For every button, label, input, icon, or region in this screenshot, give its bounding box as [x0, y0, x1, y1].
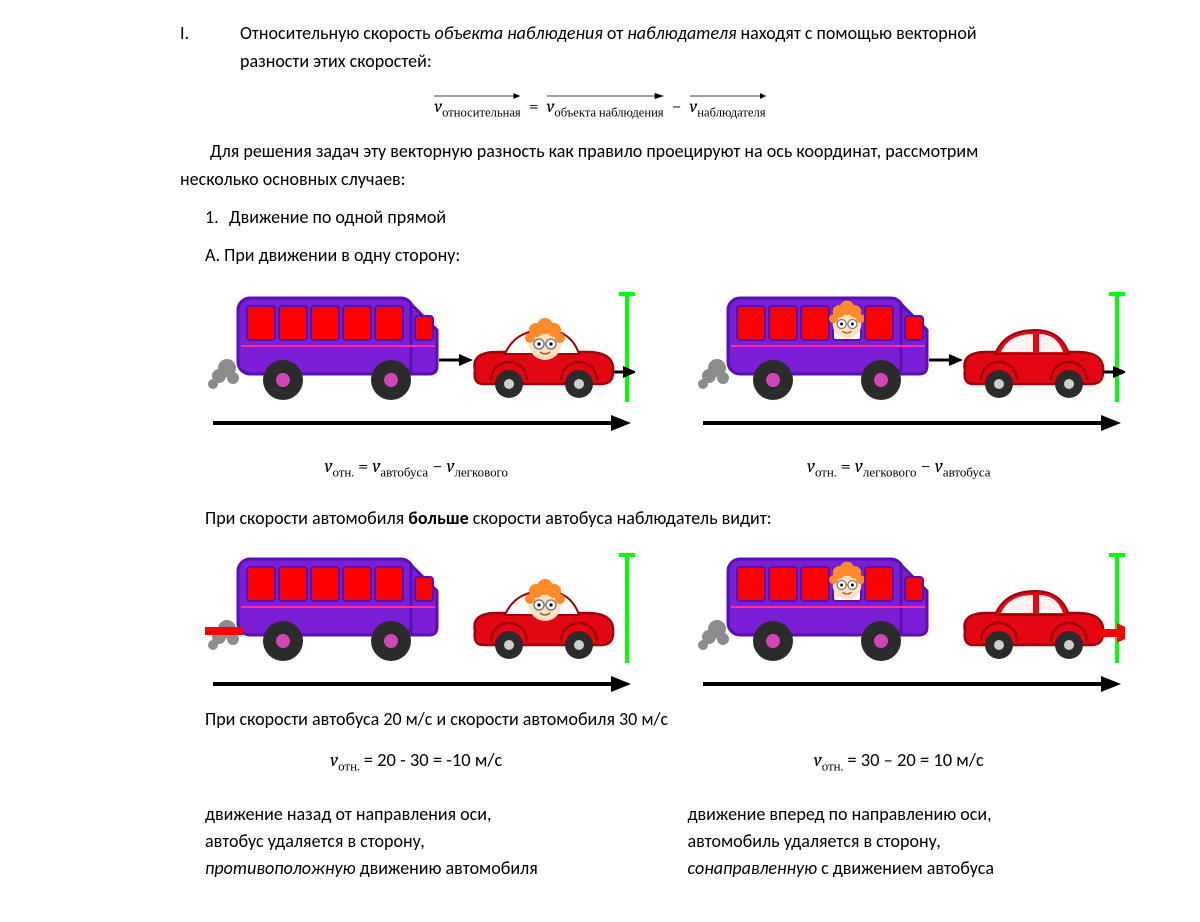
vec-object: vобъекта наблюдения: [547, 90, 664, 121]
axis-arrow-icon: [213, 676, 631, 692]
vec-observer: vнаблюдателя: [690, 90, 766, 121]
eq: =: [841, 455, 855, 477]
formula-var: v: [855, 455, 863, 477]
formula-rhs1-sub: объекта наблюдения: [554, 106, 663, 120]
sub: легкового: [863, 466, 917, 481]
sub: отн.: [822, 760, 844, 775]
explanation-left: движение назад от направления оси, автоб…: [205, 801, 628, 882]
sub: легкового: [454, 466, 508, 481]
eq: =: [358, 455, 372, 477]
case-a-heading: А. При движении в одну сторону:: [0, 244, 1200, 266]
intro-body: Относительную скорость объекта наблюдени…: [240, 20, 1040, 76]
velocity-arrow-icon: [1103, 366, 1125, 378]
text: скорости автобуса наблюдатель видит:: [469, 507, 772, 529]
line: с движением автобуса: [817, 857, 994, 879]
sub: отн.: [338, 760, 360, 775]
diagram-2-left: [205, 543, 635, 698]
main-formula: vотносительная = vобъекта наблюдения − v…: [0, 90, 1200, 121]
bus-icon: [698, 298, 927, 400]
formula-var: v: [814, 749, 822, 771]
car-icon: [964, 330, 1103, 398]
numeric-row: vотн. = 20 - 30 = -10 м/с vотн. = 30 – 2…: [0, 748, 1200, 775]
projection-paragraph: Для решения задач эту векторную разность…: [0, 138, 1200, 194]
diagram-row-2: [0, 543, 1200, 698]
sub: отн.: [815, 466, 837, 481]
axis-arrow-icon: [213, 415, 631, 431]
list-item-1: 1.Движение по одной прямой: [0, 206, 1200, 228]
axis-arrow-icon: [703, 415, 1121, 431]
intro-text-2: от: [603, 22, 627, 44]
rest: = 30 – 20 = 10 м/с: [847, 748, 983, 771]
velocity-arrow-icon: [613, 366, 635, 378]
formula-var: v: [935, 455, 943, 477]
formula-var: v: [434, 96, 442, 117]
bus-icon: [698, 559, 927, 661]
italic: сонаправленную: [688, 857, 818, 879]
intro-text-1: Относительную скорость: [240, 22, 435, 44]
minus: −: [921, 455, 935, 477]
bus-icon: [208, 559, 437, 661]
car-icon: [474, 318, 613, 398]
sub: автобуса: [943, 466, 991, 481]
bus-icon: [208, 298, 437, 400]
diagram-row-1: [0, 282, 1200, 437]
diagram-2-right: [695, 543, 1125, 698]
formula-minus: −: [672, 96, 686, 117]
formula-var: v: [330, 749, 338, 771]
formula-var: v: [807, 455, 815, 477]
formula-lhs-sub: относительная: [442, 106, 521, 120]
vec-relative: vотносительная: [434, 90, 520, 121]
text: При скорости автомобиля: [205, 507, 408, 529]
formula-rhs2-sub: наблюдателя: [697, 106, 765, 120]
sub: автобуса: [380, 466, 428, 481]
formula-1-left: vотн. = vавтобуса − vлегкового: [205, 455, 628, 481]
intro-em2: наблюдателя: [627, 22, 736, 44]
intro-ordinal: I.: [180, 20, 240, 48]
velocity-arrow-icon: [439, 354, 473, 366]
list-text: Движение по одной прямой: [229, 206, 446, 228]
line: автобус удаляется в сторону,: [205, 830, 425, 852]
diagram-1-right: [695, 282, 1125, 437]
reference-bar: [625, 292, 629, 402]
mid-paragraph-1: При скорости автомобиля больше скорости …: [0, 507, 1200, 529]
intro-em1: объекта наблюдения: [435, 22, 603, 44]
bold: больше: [408, 507, 468, 529]
sub: отн.: [332, 466, 354, 481]
reference-bar: [625, 553, 629, 663]
explanation-right: движение вперед по направлению оси, авто…: [688, 801, 1111, 882]
car-icon: [474, 579, 613, 659]
reference-bar: [1115, 292, 1119, 402]
numeric-right: vотн. = 30 – 20 = 10 м/с: [688, 748, 1111, 775]
diagram-1-left: [205, 282, 635, 437]
italic: противоположную: [205, 857, 356, 879]
line: движение вперед по направлению оси,: [688, 803, 992, 825]
velocity-arrow-icon: [929, 354, 963, 366]
formula-row-1: vотн. = vавтобуса − vлегкового vотн. = v…: [0, 455, 1200, 481]
rest: = 20 - 30 = -10 м/с: [364, 748, 503, 771]
explanations: движение назад от направления оси, автоб…: [0, 801, 1200, 882]
condition-line: При скорости автобуса 20 м/с и скорости …: [0, 708, 1200, 730]
axis-arrow-icon: [703, 676, 1121, 692]
numeric-left: vотн. = 20 - 30 = -10 м/с: [205, 748, 628, 775]
line: движение назад от направления оси,: [205, 803, 492, 825]
line: движению автомобиля: [356, 857, 538, 879]
minus: −: [432, 455, 446, 477]
formula-1-right: vотн. = vлегкового − vавтобуса: [688, 455, 1111, 481]
line: автомобиль удаляется в сторону,: [688, 830, 941, 852]
list-number: 1.: [205, 206, 229, 228]
intro-paragraph: I. Относительную скорость объекта наблюд…: [0, 20, 1200, 76]
formula-eq: =: [529, 96, 543, 117]
reference-bar: [1115, 553, 1119, 663]
car-icon: [964, 591, 1103, 659]
